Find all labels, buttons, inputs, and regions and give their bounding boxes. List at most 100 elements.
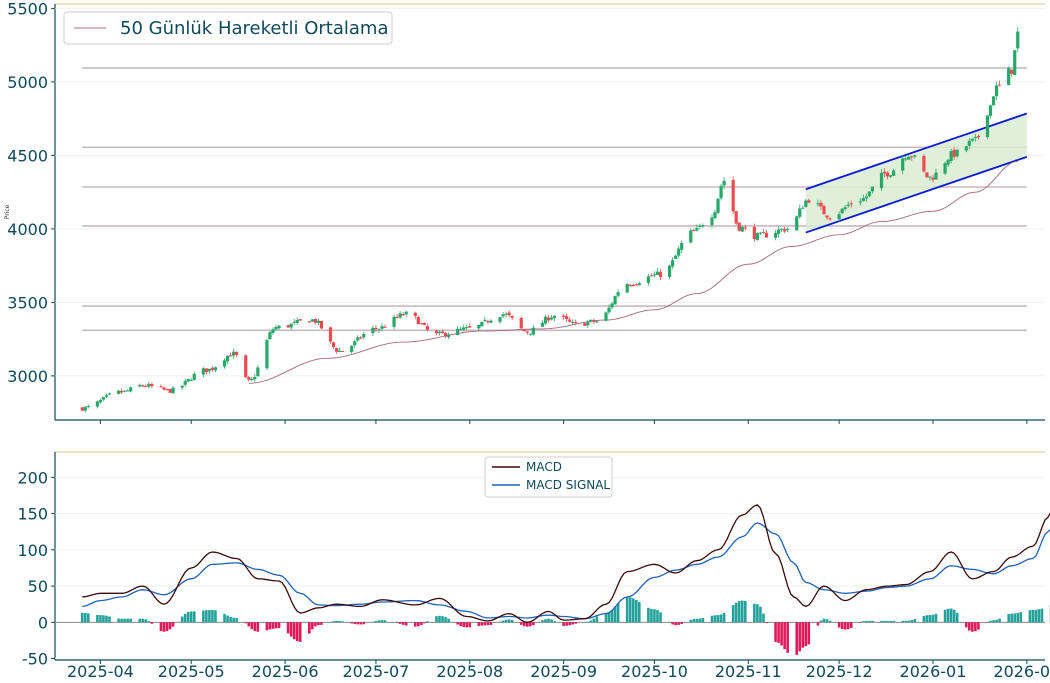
macd-x-tick-label: 2025-04	[67, 662, 134, 681]
macd-histogram-bar	[777, 622, 780, 643]
price-legend-box	[63, 11, 393, 45]
macd-histogram-bar	[435, 616, 438, 623]
macd-histogram-bar	[565, 622, 568, 626]
candle-body	[592, 320, 596, 322]
macd-histogram-bar	[807, 622, 811, 645]
macd-histogram-bar	[964, 622, 968, 628]
macd-histogram-bar	[507, 619, 511, 623]
macd-histogram-bar	[459, 622, 462, 627]
macd-y-tick-label: -50	[22, 650, 48, 669]
candle-body	[159, 386, 163, 388]
macd-histogram-bar	[162, 622, 166, 632]
candle-body	[328, 327, 333, 342]
candle-body	[286, 325, 290, 328]
macd-histogram-bar	[968, 622, 971, 631]
macd-histogram-bar	[952, 609, 956, 623]
macd-histogram-bar	[774, 622, 777, 642]
candle-body	[83, 406, 87, 411]
candle-body	[804, 200, 808, 207]
macd-histogram-bar	[138, 618, 142, 623]
macd-histogram-bar	[383, 620, 387, 623]
macd-histogram-bar	[268, 622, 272, 630]
candle-body	[658, 272, 663, 278]
macd-histogram-bar	[931, 614, 935, 623]
macd-x-tick-label: 2026-01	[900, 662, 967, 681]
macd-histogram-bar	[489, 622, 493, 625]
candle-body	[849, 203, 853, 205]
candle-body	[680, 243, 684, 250]
macd-histogram-bar	[762, 613, 765, 623]
candle-body	[867, 191, 872, 197]
candle-body	[232, 351, 236, 356]
macd-histogram-bar	[192, 611, 196, 623]
macd-histogram-bar	[150, 622, 154, 624]
candle-body	[507, 312, 511, 316]
candle-body	[141, 385, 145, 387]
candle-body	[734, 211, 738, 224]
candle-body	[870, 186, 875, 192]
candle-body	[101, 397, 106, 400]
macd-histogram-bar	[211, 609, 214, 623]
macd-histogram-bar	[659, 612, 662, 623]
candle-body	[922, 155, 926, 172]
candle-body	[843, 207, 847, 210]
macd-histogram-bar	[801, 622, 805, 648]
macd-histogram-bar	[734, 602, 738, 623]
macd-histogram-bar	[628, 597, 632, 623]
macd-histogram-bar	[504, 619, 508, 623]
macd-histogram-bar	[737, 601, 741, 623]
candle-body	[674, 255, 678, 259]
macd-histogram-bar	[186, 612, 190, 623]
candle-body	[649, 275, 654, 277]
macd-histogram-bar	[955, 612, 959, 623]
macd-y-ticks: -50 0 50 100 150 200	[17, 468, 55, 669]
macd-histogram-bar	[740, 600, 744, 623]
candle-body	[695, 228, 699, 231]
macd-histogram-bar	[226, 615, 229, 623]
candle-body	[713, 212, 717, 219]
candle-body	[480, 321, 484, 327]
candle-body	[162, 387, 166, 390]
macd-x-tick-label: 2025-07	[342, 662, 409, 681]
macd-histogram-bar	[946, 608, 950, 623]
candle-body	[362, 333, 366, 338]
macd-histogram-bar	[96, 614, 99, 623]
macd-histogram-bar	[1019, 612, 1023, 623]
candle-body	[501, 314, 505, 317]
candle-body	[359, 337, 363, 339]
macd-histogram-bar	[447, 618, 450, 623]
candle-body	[277, 325, 281, 329]
candle-body	[882, 171, 887, 174]
candle-body	[949, 151, 953, 161]
price-y-tick-label: 3000	[7, 367, 48, 386]
candle-body	[964, 146, 968, 151]
macd-x-tick-label: 2025-05	[158, 662, 225, 681]
candle-body	[126, 390, 130, 392]
candle-body	[910, 156, 914, 158]
macd-histogram-bar	[208, 610, 211, 623]
macd-histogram-bar	[483, 622, 487, 626]
macd-histogram-bar	[816, 622, 820, 626]
channel-upper-line	[805, 112, 1028, 191]
candle-body	[925, 172, 929, 178]
candle-body	[104, 395, 109, 397]
macd-histogram-bar	[350, 622, 353, 624]
macd-histogram-bar	[253, 622, 257, 632]
macd-y-tick-label: 150	[17, 505, 48, 524]
macd-histogram-bar	[486, 622, 490, 626]
macd-histogram-bar	[1028, 610, 1032, 623]
candle-body	[773, 232, 778, 238]
candle-body	[144, 385, 148, 387]
candle-body	[437, 331, 442, 334]
macd-histogram-bar	[692, 619, 696, 623]
macd-line	[82, 504, 1050, 623]
candle-body	[192, 373, 196, 380]
candle-body	[504, 313, 508, 315]
macd-histogram-bar	[235, 617, 238, 623]
candle-body	[828, 218, 832, 220]
macd-histogram-bar	[571, 622, 575, 625]
price-candles	[80, 27, 1020, 413]
candle-body	[168, 389, 172, 393]
macd-histogram-bar	[165, 622, 169, 632]
macd-histogram-bar	[525, 622, 529, 627]
